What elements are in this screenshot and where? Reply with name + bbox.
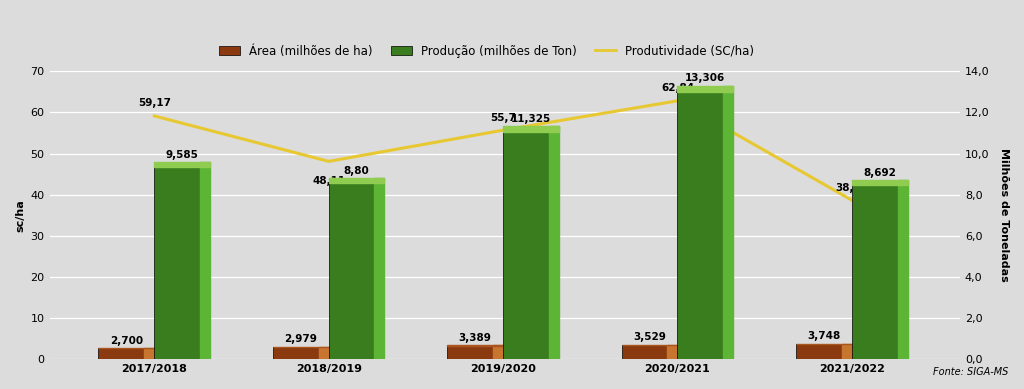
Bar bbox=[144, 348, 155, 359]
Bar bbox=[447, 345, 503, 346]
Bar bbox=[155, 162, 210, 359]
Bar bbox=[898, 180, 907, 359]
Bar bbox=[842, 344, 852, 359]
Text: 3,748: 3,748 bbox=[807, 331, 841, 341]
Text: 3,389: 3,389 bbox=[459, 333, 492, 343]
Text: 2,700: 2,700 bbox=[110, 336, 143, 345]
Bar bbox=[329, 178, 384, 183]
Bar bbox=[329, 178, 384, 359]
Bar bbox=[852, 180, 907, 185]
Bar bbox=[493, 345, 503, 359]
Bar bbox=[723, 86, 733, 359]
Legend: Área (milhões de ha), Produção (milhões de Ton), Produtividade (SC/ha): Área (milhões de ha), Produção (milhões … bbox=[214, 40, 759, 62]
Text: 13,306: 13,306 bbox=[685, 73, 726, 83]
Text: 2,979: 2,979 bbox=[285, 335, 317, 344]
Text: 8,692: 8,692 bbox=[863, 168, 896, 178]
Bar bbox=[852, 180, 907, 359]
Bar bbox=[318, 347, 329, 359]
Bar bbox=[678, 86, 733, 93]
Text: Fonte: SIGA-MS: Fonte: SIGA-MS bbox=[933, 367, 1009, 377]
Bar bbox=[678, 86, 733, 359]
Text: 3,529: 3,529 bbox=[633, 332, 666, 342]
Bar bbox=[155, 162, 210, 167]
Bar bbox=[503, 126, 559, 359]
Y-axis label: Milhões de Toneladas: Milhões de Toneladas bbox=[999, 148, 1009, 282]
Text: 11,325: 11,325 bbox=[511, 114, 551, 124]
Bar bbox=[668, 345, 678, 359]
Bar bbox=[375, 178, 384, 359]
Bar bbox=[447, 345, 503, 359]
Text: 48,11: 48,11 bbox=[312, 176, 345, 186]
Bar bbox=[272, 347, 329, 359]
Text: 9,585: 9,585 bbox=[166, 150, 199, 159]
Bar bbox=[98, 348, 155, 359]
Text: 55,7: 55,7 bbox=[490, 113, 516, 123]
Bar bbox=[549, 126, 559, 359]
Bar bbox=[796, 344, 852, 359]
Bar bbox=[200, 162, 210, 359]
Y-axis label: sc/ha: sc/ha bbox=[15, 199, 25, 231]
Bar bbox=[503, 126, 559, 132]
Bar bbox=[622, 345, 678, 359]
Text: 59,17: 59,17 bbox=[137, 98, 171, 109]
Text: 8,80: 8,80 bbox=[344, 166, 370, 176]
Text: 62,84: 62,84 bbox=[660, 83, 694, 93]
Text: 38,65: 38,65 bbox=[836, 183, 868, 193]
